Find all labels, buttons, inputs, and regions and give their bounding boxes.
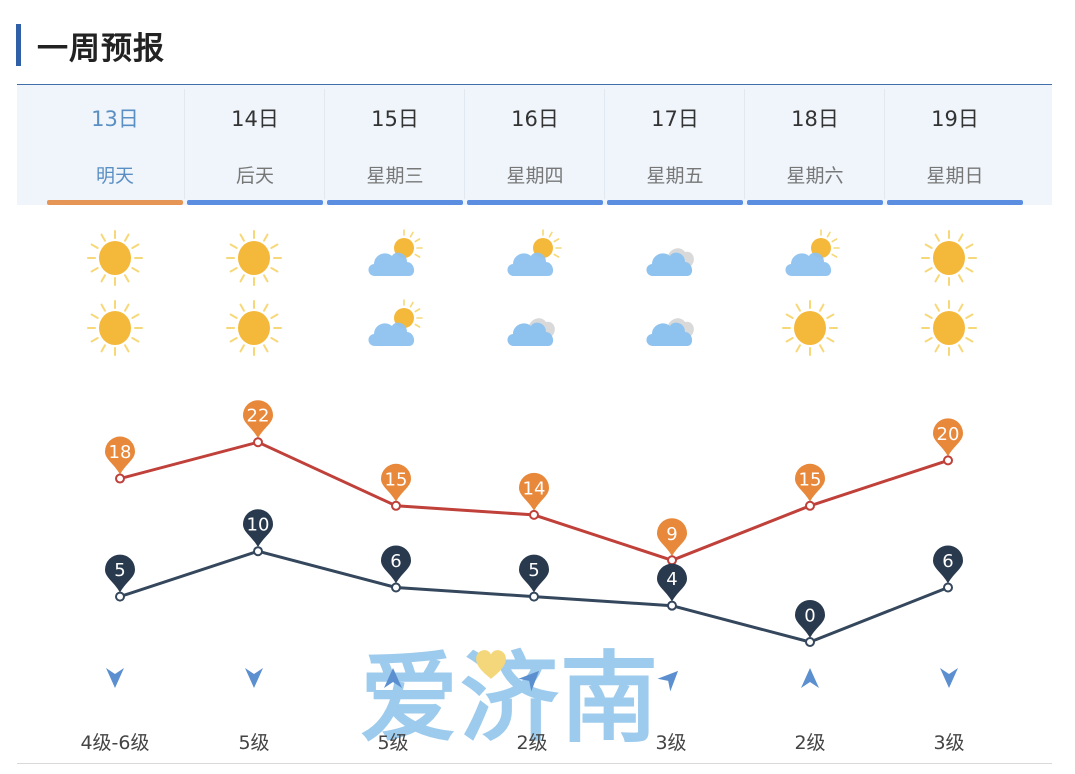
low-temp-pin: 0 [795,600,825,647]
sunny-icon [85,298,145,358]
svg-text:10: 10 [247,515,270,536]
high-temp-pin: 9 [657,518,687,566]
tab-indicator-bar [47,200,183,205]
tab-day-4[interactable]: 17日星期五 [605,85,745,205]
svg-text:18: 18 [109,442,132,463]
tab-date: 16日 [511,107,559,131]
svg-text:15: 15 [799,469,822,490]
svg-text:5: 5 [528,560,539,581]
wind-level: 2级 [516,732,548,754]
tab-separator [464,89,465,199]
bottom-divider [17,763,1052,764]
tab-date: 17日 [651,107,699,131]
sunny-icon [919,298,979,358]
cloudy-icon [502,298,562,358]
tab-day-6[interactable]: 19日星期日 [885,85,1025,205]
low-temp-pin: 5 [104,554,136,602]
high-temp-pin: 22 [243,400,273,448]
svg-text:4: 4 [666,569,677,590]
tab-day-1[interactable]: 14日后天 [185,85,325,205]
wind-level: 2级 [794,732,826,754]
tab-date: 13日 [91,107,139,131]
tab-day-label: 明天 [95,165,134,187]
tab-date: 18日 [791,107,839,131]
tab-indicator-bar [327,200,463,205]
tab-indicator-bar [187,200,323,205]
high-temp-pin: 15 [381,463,411,511]
tab-separator [744,89,745,199]
low-temp-pin: 4 [657,563,687,611]
svg-text:6: 6 [390,551,401,572]
low-temp-pin: 6 [381,545,411,593]
tab-separator [324,89,325,199]
tab-date: 14日 [231,107,279,131]
partly-cloudy-icon [363,228,423,288]
wind-direction-icon [242,666,266,690]
sunny-icon [224,228,284,288]
high-temp-pin: 20 [933,418,963,466]
heart-icon [476,650,506,679]
svg-text:22: 22 [247,406,270,427]
tab-day-3[interactable]: 16日星期四 [465,85,605,205]
tab-indicator-bar [467,200,603,205]
svg-text:9: 9 [666,524,677,545]
watermark-logo: 爱济南 [360,642,661,756]
wind-direction-icon [103,666,127,690]
tab-date: 19日 [931,107,979,131]
wind-direction-icon [937,666,961,690]
tab-day-label: 星期日 [926,165,984,187]
high-temp-pin: 18 [104,436,136,484]
title-accent-bar [16,24,21,66]
partly-cloudy-icon [502,228,562,288]
wind-level: 3级 [933,732,965,754]
wind-level: 4级-6级 [80,732,150,754]
svg-text:0: 0 [804,606,815,627]
cloudy-icon [641,228,701,288]
sunny-icon [85,228,145,288]
low-temp-pin: 6 [933,545,963,593]
partly-cloudy-icon [363,298,423,358]
wind-level: 5级 [238,732,270,754]
wind-direction-icon [657,666,683,692]
low-temp-pin: 10 [243,509,273,557]
day-tabs: 13日 明天 14日 后天 15日 星期三 16日 星期四 17日 星期五 18日 星期六 19日 星期日 [17,84,1052,205]
sunny-icon [919,228,979,288]
cloudy-icon [641,298,701,358]
wind-direction-icon [381,666,405,690]
tab-separator [884,89,885,199]
tab-indicator-bar [607,200,743,205]
tab-separator [604,89,605,199]
svg-text:6: 6 [942,551,953,572]
tab-day-label: 星期六 [786,165,844,187]
tab-day-label: 星期五 [646,165,704,187]
tab-day-2[interactable]: 15日星期三 [325,85,465,205]
svg-text:15: 15 [385,469,408,490]
wind-direction-icon [518,666,544,692]
high-temp-pin: 14 [519,472,549,520]
wind-direction-icon [798,666,822,690]
tab-indicator-bar [887,200,1023,205]
tab-indicator-bar [747,200,883,205]
low-temp-pin: 5 [519,554,549,602]
sunny-icon [224,298,284,358]
section-header: 一周预报 [16,24,165,67]
page-title: 一周预报 [37,30,165,67]
svg-text:14: 14 [523,478,546,499]
high-temp-pin: 15 [795,463,825,511]
tab-day-label: 后天 [235,165,274,187]
tab-day-label: 星期四 [506,165,564,187]
sunny-icon [780,298,840,358]
wind-level: 5级 [377,732,409,754]
tab-separator [184,89,185,199]
wind-level: 3级 [655,732,687,754]
svg-text:5: 5 [114,560,125,581]
partly-cloudy-icon [780,228,840,288]
tab-date: 15日 [371,107,419,131]
tab-day-5[interactable]: 18日星期六 [745,85,885,205]
tab-day-label: 星期三 [366,165,424,187]
tab-day-0[interactable]: 13日明天 [45,85,185,205]
svg-text:20: 20 [937,424,960,445]
